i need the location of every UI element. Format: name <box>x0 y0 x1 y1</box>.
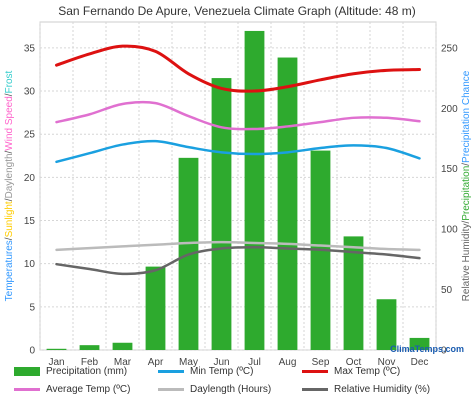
axis-label-part: / <box>4 237 15 240</box>
x-tick-label: Aug <box>279 357 297 368</box>
precipitation-bar <box>145 266 166 350</box>
right-tick-label: 250 <box>441 43 458 54</box>
chart-legend: Precipitation (mm) Min Temp (ºC) Max Temp … <box>0 366 474 400</box>
left-tick-label: 5 <box>29 302 35 313</box>
left-tick-label: 15 <box>24 216 36 227</box>
precipitation-bar <box>79 345 100 350</box>
left-tick-label: 20 <box>24 173 36 184</box>
left-tick-label: 25 <box>24 130 36 141</box>
right-axis-label: Relative Humidity/Precipitation/Precipit… <box>461 70 472 301</box>
legend-label: Min Temp (ºC) <box>190 365 254 377</box>
x-tick-label: Mar <box>114 357 132 368</box>
precipitation-bar <box>343 236 364 350</box>
legend-swatch <box>158 387 184 391</box>
series-line <box>55 246 421 276</box>
left-axis-label: Temperatures/Sunlight/Daylength/Wind Spe… <box>4 70 15 301</box>
legend-item: Average Temp (ºC) <box>14 382 130 396</box>
legend-item: Daylength (Hours) <box>158 382 271 396</box>
axis-label-part: / <box>461 163 472 166</box>
series-line <box>55 240 421 252</box>
x-tick-label: Jun <box>213 357 229 368</box>
axis-label-part: / <box>4 93 15 96</box>
precipitation-bar <box>244 30 265 350</box>
axis-label-part: / <box>4 150 15 153</box>
axis-label-part: Frost <box>4 70 15 93</box>
series-line <box>55 139 421 164</box>
precipitation-bar <box>46 348 67 350</box>
legend-item: Precipitation (mm) <box>14 364 127 378</box>
axis-label-part: Temperatures <box>4 240 15 301</box>
legend-label: Relative Humidity (%) <box>334 383 431 395</box>
precipitation-bar <box>376 299 397 350</box>
precipitation-bar <box>112 342 133 350</box>
legend-label: Daylength (Hours) <box>190 383 272 395</box>
legend-label: Precipitation (mm) <box>46 365 128 377</box>
series-lines <box>55 44 421 276</box>
chart-title: San Fernando De Apure, Venezuela Climate… <box>58 4 416 18</box>
x-tick-label: Feb <box>81 357 99 368</box>
precipitation-bar <box>211 78 232 351</box>
axis-label-part: Precipitation <box>461 166 472 221</box>
axes: 0 5 10 15 20 25 30 35 0 50 100 150 200 250 Jan Feb Mar Ap… <box>24 43 458 368</box>
legend-label: Average Temp (ºC) <box>46 383 131 395</box>
legend-swatch <box>14 366 40 376</box>
axis-label-part: / <box>4 198 15 201</box>
precipitation-bar <box>409 337 430 350</box>
axis-label-part: Precipitation Chance <box>461 70 472 163</box>
x-tick-label: Jan <box>48 357 64 368</box>
series-line <box>55 44 421 93</box>
x-tick-label: Oct <box>346 357 362 368</box>
axis-label-part: Sunlight <box>4 201 15 237</box>
left-tick-label: 30 <box>24 87 36 98</box>
right-tick-label: 150 <box>441 164 458 175</box>
axis-label-part: / <box>461 221 472 224</box>
climate-chart: San Fernando De Apure, Venezuela Climate… <box>4 4 472 368</box>
legend-item: Relative Humidity (%) <box>302 382 430 396</box>
legend-label: Max Temp (ºC) <box>334 365 401 377</box>
grid-lines <box>39 21 437 351</box>
x-tick-label: Dec <box>411 357 429 368</box>
axis-label-part: Relative Humidity <box>461 224 472 302</box>
right-tick-label: 100 <box>441 225 458 236</box>
credit-text: ClimaTemps.com <box>390 344 464 354</box>
right-tick-label: 50 <box>441 285 453 296</box>
legend-item: Min Temp (ºC) <box>158 364 253 378</box>
legend-swatch <box>158 369 184 373</box>
legend-item: Max Temp (ºC) <box>302 364 400 378</box>
x-tick-label: May <box>179 357 198 368</box>
legend-swatch <box>302 369 328 373</box>
precipitation-bar <box>277 57 298 351</box>
legend-swatch <box>14 387 40 391</box>
series-line <box>55 100 421 131</box>
x-tick-label: Nov <box>378 357 396 368</box>
x-tick-label: Apr <box>148 357 164 368</box>
legend-swatch <box>302 387 328 391</box>
right-tick-label: 200 <box>441 104 458 115</box>
left-tick-label: 0 <box>29 346 35 357</box>
x-tick-label: Jul <box>248 357 261 368</box>
left-tick-label: 10 <box>24 259 36 270</box>
x-tick-label: Sep <box>312 357 330 368</box>
axis-label-part: Wind Speed <box>4 96 15 150</box>
axis-label-part: Daylength <box>4 153 15 198</box>
left-tick-label: 35 <box>24 43 36 54</box>
right-tick-label: 0 <box>441 346 447 357</box>
